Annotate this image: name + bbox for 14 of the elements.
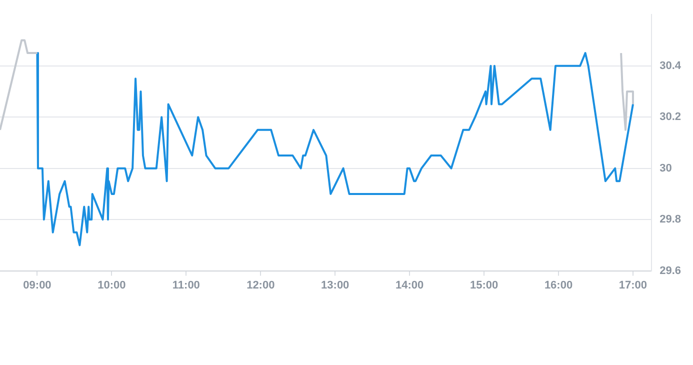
y-tick-label: 30.2	[660, 111, 682, 124]
x-tick-label: 14:00	[396, 279, 424, 292]
y-tick-label: 29.6	[660, 264, 682, 277]
x-tick-label: 11:00	[172, 279, 200, 292]
x-tick-label: 10:00	[98, 279, 126, 292]
x-tick-label: 09:00	[23, 279, 52, 292]
x-tick-label: 15:00	[470, 279, 498, 292]
x-tick-label: 12:00	[246, 279, 275, 292]
y-tick-label: 29.8	[660, 214, 682, 226]
x-tick-label: 17:00	[618, 279, 648, 292]
y-tick-label: 30	[660, 162, 672, 174]
x-tick-label: 13:00	[321, 279, 350, 292]
x-tick-label: 16:00	[544, 279, 573, 292]
y-tick-label: 30.4	[660, 60, 682, 72]
